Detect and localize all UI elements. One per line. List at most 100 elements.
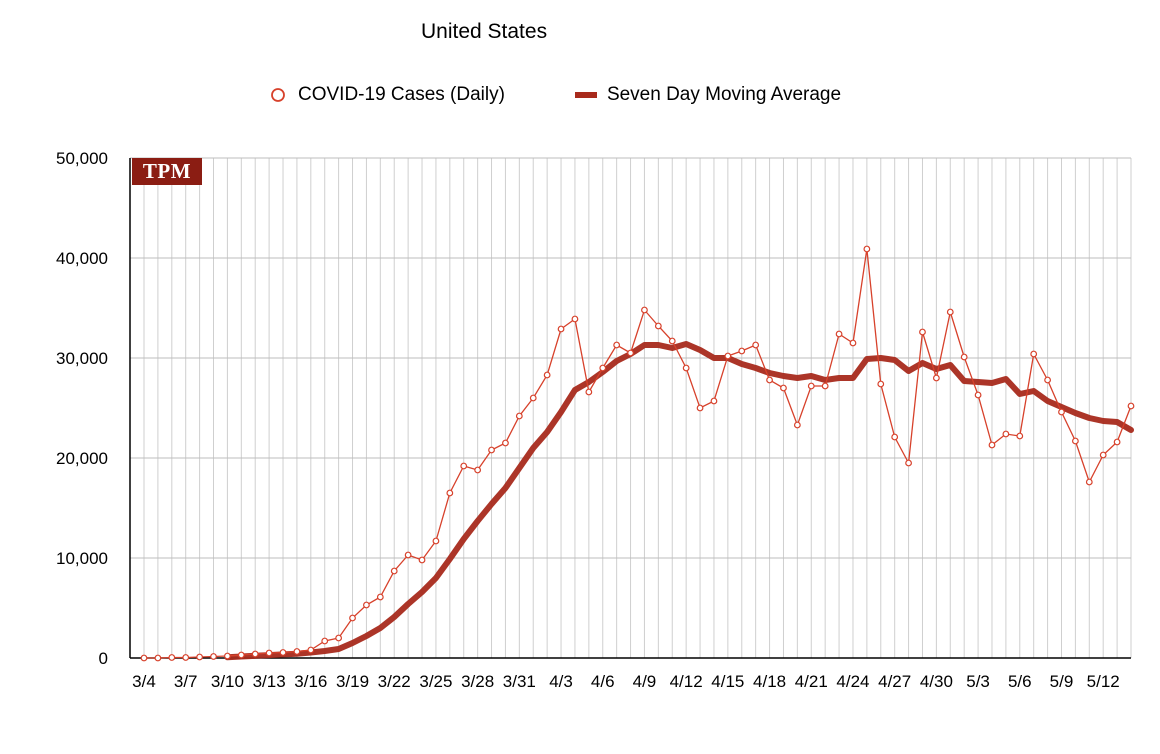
data-point-daily-cases — [724, 352, 732, 360]
x-tick-label: 4/24 — [836, 672, 869, 691]
data-point-daily-cases — [1127, 402, 1135, 410]
data-point-daily-cases — [182, 654, 190, 661]
data-point-daily-cases — [1016, 432, 1024, 440]
data-point-daily-cases — [154, 654, 162, 662]
x-tick-label: 3/22 — [378, 672, 411, 691]
data-point-daily-cases — [196, 653, 204, 661]
data-point-daily-cases — [1058, 408, 1065, 416]
data-point-daily-cases — [738, 347, 746, 355]
y-tick-label: 20,000 — [56, 449, 108, 468]
x-tick-label: 5/6 — [1008, 672, 1032, 691]
data-point-daily-cases — [515, 412, 523, 420]
x-tick-label: 4/18 — [753, 672, 786, 691]
tpm-logo: TPM — [132, 158, 202, 185]
data-point-daily-cases — [321, 637, 329, 645]
x-tick-label: 3/19 — [336, 672, 369, 691]
data-point-daily-cases — [821, 382, 829, 390]
data-point-daily-cases — [752, 341, 760, 349]
data-point-daily-cases — [793, 421, 801, 429]
data-point-daily-cases — [766, 376, 773, 384]
data-point-daily-cases — [488, 446, 495, 454]
series-line-moving-average — [224, 341, 1134, 661]
data-point-daily-cases — [363, 601, 370, 609]
x-tick-label: 3/16 — [294, 672, 327, 691]
series-line-daily-cases — [144, 248, 1132, 659]
data-point-daily-cases — [460, 462, 468, 470]
data-point-daily-cases — [849, 339, 857, 347]
data-point-daily-cases — [641, 306, 648, 314]
data-point-daily-cases — [905, 459, 912, 467]
data-point-daily-cases — [432, 537, 440, 545]
y-tick-label: 0 — [99, 649, 108, 668]
data-point-daily-cases — [807, 382, 815, 390]
data-point-daily-cases — [404, 551, 412, 559]
x-tick-label: 5/3 — [966, 672, 990, 691]
data-point-daily-cases — [502, 439, 509, 447]
x-tick-label: 4/3 — [549, 672, 573, 691]
data-point-daily-cases — [140, 654, 148, 662]
data-point-daily-cases — [307, 646, 315, 654]
gridlines — [130, 157, 1132, 659]
data-point-daily-cases — [668, 337, 676, 345]
x-tick-label: 3/28 — [461, 672, 494, 691]
x-tick-label: 3/31 — [503, 672, 536, 691]
data-point-daily-cases — [919, 328, 926, 336]
x-tick-label: 3/10 — [211, 672, 244, 691]
x-tick-label: 3/13 — [253, 672, 286, 691]
data-point-daily-cases — [571, 315, 579, 323]
data-point-daily-cases — [251, 650, 259, 658]
data-point-daily-cases — [237, 651, 245, 659]
data-point-daily-cases — [1044, 376, 1051, 384]
x-tick-label: 4/15 — [711, 672, 744, 691]
data-point-daily-cases — [349, 614, 356, 622]
legend-open-circle-marker-icon — [271, 88, 285, 102]
data-point-daily-cases — [988, 441, 996, 449]
legend-label-daily-cases: COVID-19 Cases (Daily) — [298, 84, 505, 105]
x-tick-label: 5/12 — [1087, 672, 1120, 691]
y-tick-label: 50,000 — [56, 149, 108, 168]
x-tick-label: 4/12 — [670, 672, 703, 691]
data-point-daily-cases — [474, 466, 482, 474]
data-point-daily-cases — [557, 325, 565, 333]
data-point-daily-cases — [1030, 350, 1038, 358]
data-point-daily-cases — [265, 649, 273, 657]
data-point-daily-cases — [446, 489, 454, 497]
legend-item-moving-average[interactable]: Seven Day Moving Average — [574, 84, 842, 106]
data-point-daily-cases — [1099, 451, 1107, 459]
x-tick-label: 4/27 — [878, 672, 911, 691]
x-tick-label: 4/30 — [920, 672, 953, 691]
data-point-daily-cases — [696, 404, 704, 412]
legend: COVID-19 Cases (Daily) Seven Day Moving … — [268, 84, 911, 106]
data-point-daily-cases — [224, 652, 231, 660]
x-tick-label: 4/6 — [591, 672, 615, 691]
data-point-daily-cases — [627, 349, 634, 357]
data-point-daily-cases — [960, 353, 968, 361]
data-point-daily-cases — [585, 388, 593, 396]
data-point-daily-cases — [946, 308, 954, 316]
data-point-daily-cases — [863, 245, 871, 253]
data-point-daily-cases — [891, 433, 899, 441]
data-point-daily-cases — [279, 649, 287, 656]
legend-item-daily-cases[interactable]: COVID-19 Cases (Daily) — [268, 84, 505, 106]
legend-thick-line-icon — [574, 92, 597, 98]
data-point-daily-cases — [974, 391, 982, 399]
data-point-daily-cases — [654, 322, 662, 330]
y-tick-label: 30,000 — [56, 349, 108, 368]
data-point-daily-cases — [710, 397, 718, 405]
data-point-daily-cases — [390, 567, 398, 575]
data-point-daily-cases — [1085, 478, 1093, 486]
x-tick-label: 3/25 — [419, 672, 452, 691]
data-point-daily-cases — [293, 648, 301, 655]
data-point-daily-cases — [780, 384, 787, 392]
x-tick-label: 4/21 — [795, 672, 828, 691]
data-point-daily-cases — [613, 341, 621, 349]
x-tick-label: 4/9 — [633, 672, 657, 691]
y-tick-label: 10,000 — [56, 549, 108, 568]
legend-label-moving-average: Seven Day Moving Average — [606, 84, 842, 105]
x-tick-label: 3/4 — [132, 672, 156, 691]
data-point-daily-cases — [335, 634, 343, 642]
data-point-daily-cases — [932, 374, 940, 382]
data-point-daily-cases — [599, 364, 607, 372]
data-point-daily-cases — [682, 364, 690, 372]
